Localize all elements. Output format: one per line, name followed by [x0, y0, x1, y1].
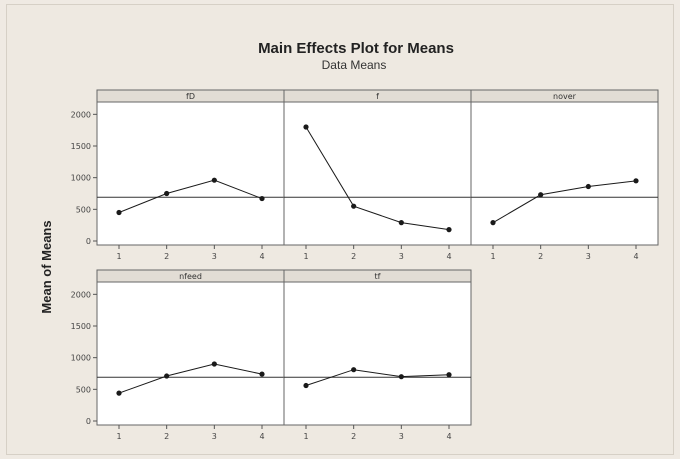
x-tick-label: 2	[164, 252, 169, 261]
x-tick-label: 3	[212, 432, 217, 441]
x-tick-label: 1	[303, 252, 308, 261]
data-point	[585, 183, 591, 190]
panel-area	[96, 89, 285, 246]
y-tick-label: 1000	[71, 174, 91, 183]
data-point	[351, 203, 357, 209]
panel-strip-label: nfeed	[179, 272, 202, 281]
x-tick-label: 4	[259, 252, 264, 261]
x-tick-label: 4	[633, 252, 638, 261]
data-point	[446, 372, 452, 378]
main-effects-chart: Main Effects Plot for Means Data Means M…	[39, 40, 659, 441]
x-tick-label: 4	[446, 252, 451, 261]
data-point	[633, 178, 639, 184]
x-tick-label: 1	[490, 252, 495, 261]
panel-tf: tf 1 2 3 4	[283, 269, 472, 441]
x-tick-label: 2	[164, 432, 169, 441]
panel-nfeed: nfeed 1 2 3 4 0 500 1000 1500 2000	[71, 269, 285, 441]
series-line	[118, 363, 263, 394]
panel-strip	[283, 269, 472, 283]
y-tick-label: 2000	[71, 290, 91, 299]
x-tick-label: 2	[351, 432, 356, 441]
data-point	[116, 390, 122, 396]
series-line	[492, 180, 637, 224]
panel-strip	[470, 89, 659, 103]
panel-area	[470, 89, 659, 246]
panel-strip-label: fD	[186, 92, 195, 101]
data-point	[259, 195, 265, 202]
x-tick-label: 4	[259, 432, 264, 441]
y-tick-label: 0	[86, 237, 91, 246]
data-point	[303, 124, 309, 130]
panel-strip-label: nover	[553, 92, 577, 101]
panel-strip-label: tf	[375, 272, 381, 281]
data-point	[259, 371, 265, 377]
chart-subtitle: Data Means	[322, 58, 387, 72]
data-point	[490, 220, 496, 226]
panel-area	[96, 269, 285, 426]
data-point	[351, 367, 357, 373]
data-point	[446, 227, 452, 233]
y-tick-label: 1000	[71, 354, 91, 363]
panel-nover: nover 1 2 3 4	[470, 89, 659, 261]
panel-strip-label: f	[376, 92, 379, 101]
chart-title: Main Effects Plot for Means	[258, 40, 454, 57]
x-tick-label: 3	[586, 252, 591, 261]
data-point	[164, 190, 170, 197]
data-point	[303, 382, 309, 389]
y-tick-label: 1500	[71, 142, 91, 151]
x-tick-label: 1	[303, 432, 308, 441]
data-point	[164, 373, 170, 379]
x-tick-label: 3	[399, 252, 404, 261]
data-point	[116, 209, 122, 216]
panel-f: f 1 2 3 4	[283, 89, 472, 261]
chart-frame: Main Effects Plot for Means Data Means M…	[6, 4, 674, 455]
y-tick-label: 1500	[71, 322, 91, 331]
y-tick-label: 500	[76, 385, 91, 394]
x-tick-label: 1	[116, 432, 121, 441]
data-point	[538, 192, 544, 198]
x-tick-label: 1	[116, 252, 121, 261]
data-point	[398, 220, 404, 226]
panel-area	[283, 269, 472, 426]
series-line	[118, 179, 263, 213]
panel-fD: fD 1 2 3 4 0 500 1000 1500 2000	[71, 89, 285, 261]
y-tick-label: 2000	[71, 110, 91, 119]
x-tick-label: 3	[399, 432, 404, 441]
panel-area	[283, 89, 472, 246]
data-point	[398, 374, 404, 380]
data-point	[211, 177, 217, 183]
x-tick-label: 2	[538, 252, 543, 261]
x-tick-label: 3	[212, 252, 217, 261]
x-tick-label: 2	[351, 252, 356, 261]
x-tick-label: 4	[446, 432, 451, 441]
series-line	[305, 126, 450, 231]
y-axis-label: Mean of Means	[39, 220, 54, 313]
series-line	[305, 369, 450, 387]
y-tick-label: 0	[86, 417, 91, 426]
data-point	[211, 361, 217, 367]
y-tick-label: 500	[76, 205, 91, 214]
